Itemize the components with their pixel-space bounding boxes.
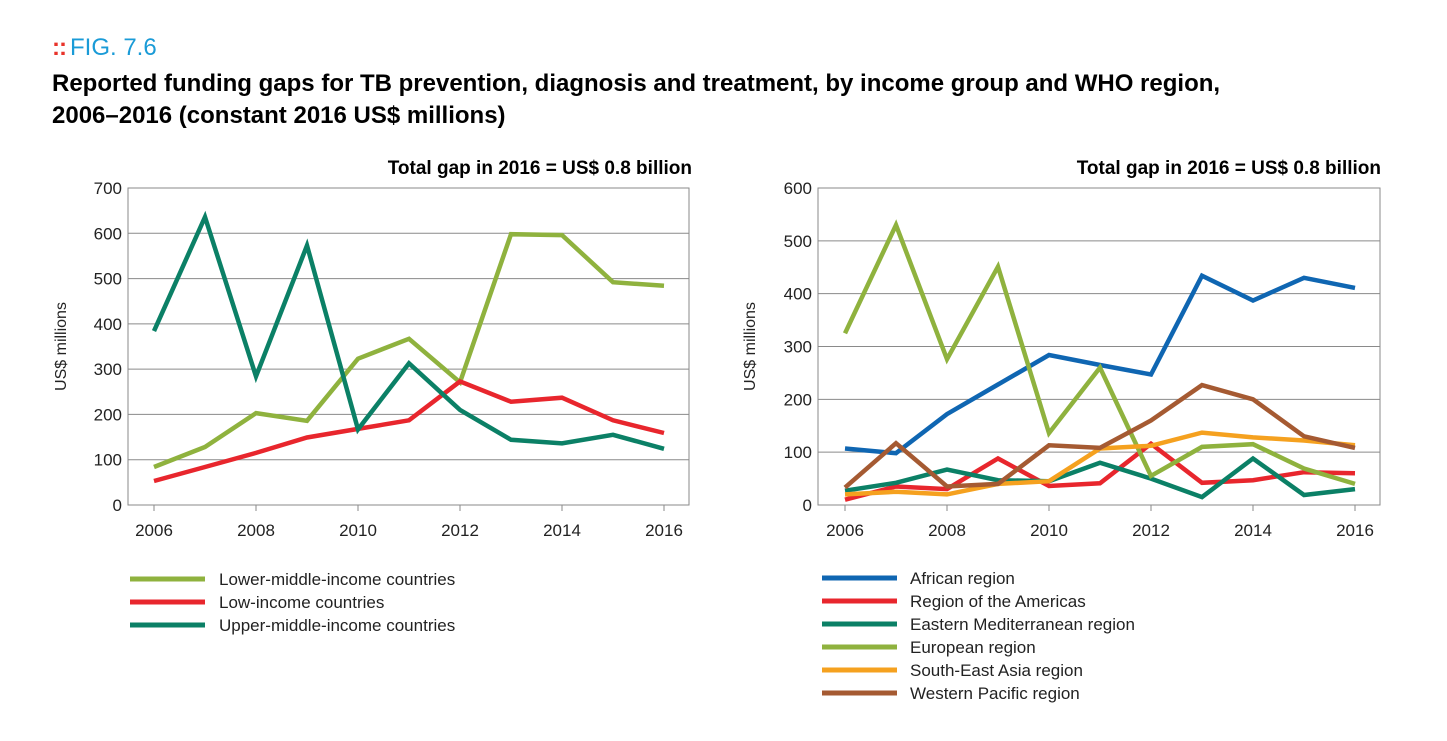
- chart2-legend-label-european-region: European region: [910, 638, 1036, 657]
- chart2-series-line-western-pacific-region: [843, 382, 1356, 490]
- chart1-series-line-upper-middle-income-countries: [151, 210, 665, 451]
- chart1-x-tick-label-2008: 2008: [237, 521, 275, 540]
- chart1-x-tick-label-2010: 2010: [339, 521, 377, 540]
- chart2-x-tick-label-2006: 2006: [826, 521, 864, 540]
- chart2-y-tick-label-500: 500: [784, 232, 812, 251]
- chart1-x-tick-label-2016: 2016: [645, 521, 683, 540]
- chart1-x-tick-label-2012: 2012: [441, 521, 479, 540]
- chart1-series-line-low-income-countries: [153, 378, 665, 484]
- chart2-legend-label-african-region: African region: [910, 569, 1015, 588]
- chart1-y-axis-label: US$ millions: [53, 302, 70, 391]
- figure-title-line-1: Reported funding gaps for TB prevention,…: [52, 70, 1221, 97]
- chart1-y-tick-label-200: 200: [94, 405, 122, 424]
- chart2-x-tick-label-2016: 2016: [1336, 521, 1374, 540]
- figure-title: Reported funding gaps for TB prevention,…: [52, 68, 1392, 132]
- chart2-y-axis-label: US$ millions: [742, 302, 759, 391]
- figure-marker-icon: ::: [52, 34, 67, 61]
- chart1-x-tick-label-2006: 2006: [135, 521, 173, 540]
- chart1-series-line-lower-middle-income-countries: [153, 231, 665, 470]
- chart2-series-line-region-of-the-americas: [844, 440, 1356, 502]
- chart2-plot-frame: [817, 187, 1381, 506]
- chart1-y-tick-label-300: 300: [94, 360, 122, 379]
- chart1-x-tick-label-2014: 2014: [543, 521, 581, 540]
- income-group-chart: 0 100 200 300 400 500 600 700 2006 2008 2010 2012 20…: [53, 158, 692, 635]
- chart2-legend-label-south-east-asia-region: South-East Asia region: [910, 661, 1083, 680]
- chart1-legend-label-lower-middle-income-countries: Lower-middle-income countries: [219, 570, 455, 589]
- figure-title-line-2: 2006–2016 (constant 2016 US$ millions): [52, 102, 506, 129]
- chart2-x-tick-label-2012: 2012: [1132, 521, 1170, 540]
- chart2-x-tick-label-2010: 2010: [1030, 521, 1068, 540]
- who-region-chart: 0 100 200 300 400 500 600 2006 2008 2010 2012 2014 2…: [742, 158, 1381, 703]
- chart1-y-tick-label-600: 600: [94, 224, 122, 243]
- chart1-y-tick-label-100: 100: [94, 451, 122, 470]
- chart2-y-tick-label-300: 300: [784, 338, 812, 357]
- chart2-legend-label-region-of-the-americas: Region of the Americas: [910, 592, 1086, 611]
- chart1-title: Total gap in 2016 = US$ 0.8 billion: [388, 158, 692, 179]
- chart1-y-tick-label-400: 400: [94, 315, 122, 334]
- chart1-legend-label-low-income-countries: Low-income countries: [219, 593, 384, 612]
- chart1-plot-frame: [127, 187, 690, 506]
- chart2-y-tick-label-600: 600: [784, 179, 812, 198]
- figure-number: FIG. 7.6: [69, 34, 157, 61]
- chart2-y-tick-label-0: 0: [803, 496, 812, 515]
- chart2-y-tick-label-100: 100: [784, 443, 812, 462]
- chart1-y-tick-label-500: 500: [94, 270, 122, 289]
- chart2-legend-label-eastern-mediterranean-region: Eastern Mediterranean region: [910, 615, 1135, 634]
- chart1-y-tick-label-700: 700: [94, 179, 122, 198]
- figure-label: :: FIG. 7.6: [52, 34, 157, 62]
- chart1-legend-label-upper-middle-income-countries: Upper-middle-income countries: [219, 616, 455, 635]
- chart2-x-tick-label-2008: 2008: [928, 521, 966, 540]
- chart1-y-tick-label-0: 0: [113, 496, 122, 515]
- chart2-y-tick-label-400: 400: [784, 285, 812, 304]
- chart2-series-line-european-region: [842, 219, 1356, 487]
- chart2-x-tick-label-2014: 2014: [1234, 521, 1272, 540]
- chart2-y-tick-label-200: 200: [784, 390, 812, 409]
- chart2-legend-label-western-pacific-region: Western Pacific region: [910, 684, 1080, 703]
- chart2-title: Total gap in 2016 = US$ 0.8 billion: [1077, 158, 1381, 179]
